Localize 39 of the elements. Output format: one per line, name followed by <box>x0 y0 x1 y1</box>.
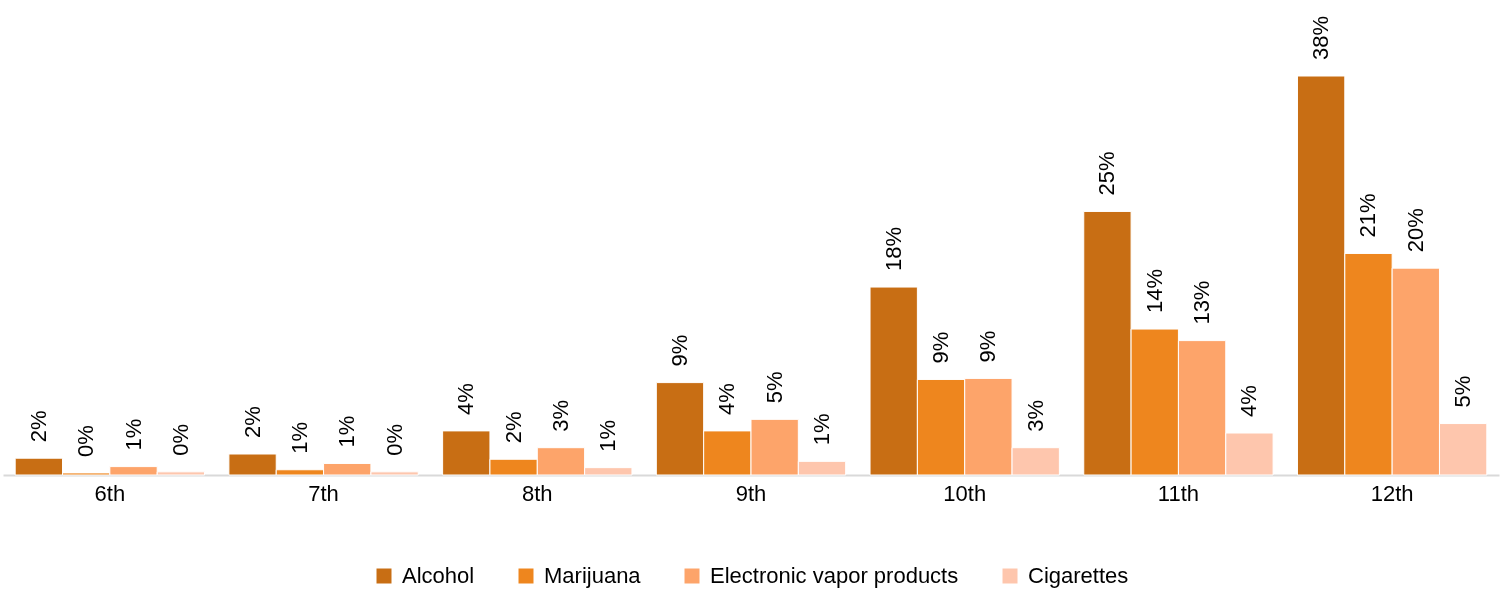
data-label: 5% <box>761 371 787 404</box>
data-label: 4% <box>714 383 740 415</box>
legend-label: Alcohol <box>402 563 475 588</box>
data-label: 3% <box>547 399 573 432</box>
data-label: 21% <box>1355 193 1381 238</box>
legend-label: Electronic vapor products <box>710 563 959 588</box>
data-label: 1% <box>809 413 835 446</box>
data-label: 38% <box>1308 15 1334 60</box>
x-tick-label: 7th <box>308 480 339 506</box>
x-tick-label: 6th <box>94 480 126 506</box>
data-label: 4% <box>1236 385 1262 417</box>
data-label: 1% <box>286 421 312 454</box>
data-label: 2% <box>500 411 526 444</box>
data-label: 1% <box>595 419 621 452</box>
x-tick-label: 10th <box>943 480 987 506</box>
data-label: 3% <box>1022 399 1048 432</box>
x-tick-label: 11th <box>1157 480 1200 506</box>
data-label: 9% <box>975 330 1001 363</box>
data-label: 0% <box>167 424 193 456</box>
data-label: 9% <box>928 331 954 364</box>
data-label: 25% <box>1094 151 1120 196</box>
data-label: 1% <box>120 418 146 451</box>
x-tick-label: 9th <box>735 480 767 506</box>
data-label: 1% <box>334 415 360 448</box>
data-label: 13% <box>1189 280 1215 325</box>
data-label: 14% <box>1141 269 1167 314</box>
data-label: 0% <box>73 425 99 457</box>
data-label: 2% <box>239 406 265 438</box>
x-tick-label: 8th <box>521 480 553 506</box>
data-label: 20% <box>1402 208 1428 253</box>
data-label: 18% <box>880 227 906 272</box>
x-tick-label: 12th <box>1370 480 1414 506</box>
legend-label: Cigarettes <box>1028 563 1129 588</box>
legend-label: Marijuana <box>544 563 642 588</box>
data-label: 9% <box>666 334 692 367</box>
data-label: 4% <box>453 383 479 415</box>
data-label: 5% <box>1450 375 1476 408</box>
data-label: 2% <box>25 410 51 443</box>
data-label: 0% <box>381 424 407 456</box>
